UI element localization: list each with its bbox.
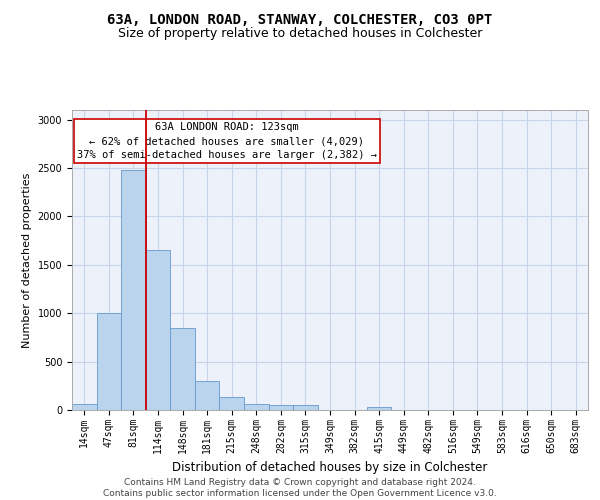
Bar — [244, 404, 269, 410]
Bar — [220, 398, 244, 410]
Bar — [121, 170, 146, 410]
Bar — [269, 405, 293, 410]
Text: 63A, LONDON ROAD, STANWAY, COLCHESTER, CO3 0PT: 63A, LONDON ROAD, STANWAY, COLCHESTER, C… — [107, 12, 493, 26]
Bar — [293, 405, 318, 410]
Bar — [146, 250, 170, 410]
Y-axis label: Number of detached properties: Number of detached properties — [22, 172, 32, 348]
Bar — [367, 407, 391, 410]
Text: Contains HM Land Registry data © Crown copyright and database right 2024.
Contai: Contains HM Land Registry data © Crown c… — [103, 478, 497, 498]
Bar — [97, 313, 121, 410]
Bar — [170, 328, 195, 410]
Bar — [195, 381, 220, 410]
X-axis label: Distribution of detached houses by size in Colchester: Distribution of detached houses by size … — [172, 461, 488, 474]
Text: 63A LONDON ROAD: 123sqm
← 62% of detached houses are smaller (4,029)
37% of semi: 63A LONDON ROAD: 123sqm ← 62% of detache… — [77, 122, 377, 160]
Bar — [72, 404, 97, 410]
Text: Size of property relative to detached houses in Colchester: Size of property relative to detached ho… — [118, 28, 482, 40]
